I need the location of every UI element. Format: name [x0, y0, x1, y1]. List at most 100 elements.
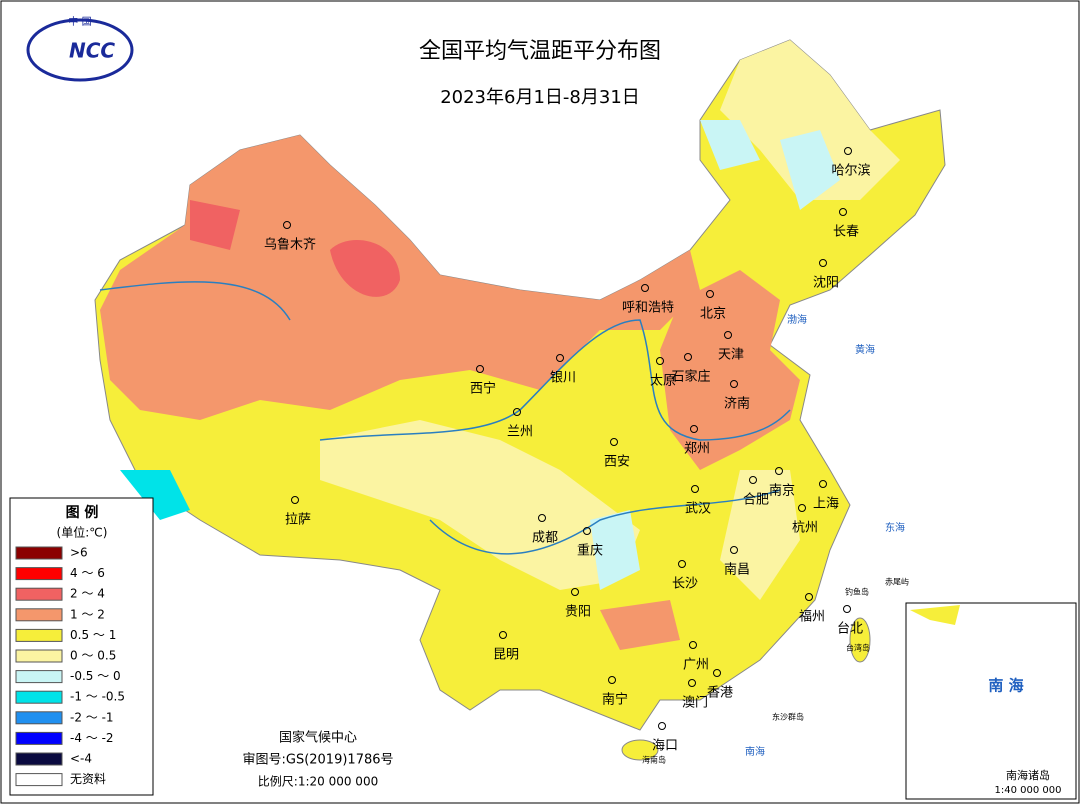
city-label: 贵阳 — [565, 605, 591, 620]
footer-scale: 比例尺:1:20 000 000 — [258, 775, 378, 789]
city-label: 上海 — [813, 497, 839, 512]
logo-mark: NCC — [69, 39, 115, 63]
city-marker — [658, 722, 666, 730]
city-marker — [730, 380, 738, 388]
legend: 图 例 (单位:℃) >6 4 ～ 6 2 ～ 4 1 ～ 2 0.5 ～ 1 0 ～ 0… — [9, 497, 154, 796]
legend-swatch — [15, 649, 63, 663]
city-label: 天津 — [718, 348, 744, 363]
legend-title: 图 例 — [66, 504, 99, 521]
legend-label: 无资料 — [70, 772, 106, 786]
city-label: 郑州 — [684, 442, 710, 457]
city-marker — [641, 284, 649, 292]
legend-swatch — [15, 711, 63, 725]
title: 全国平均气温距平分布图 — [419, 39, 661, 64]
inset: 南 海 南海诸岛 1:40 000 000 — [905, 602, 1077, 800]
legend-swatch — [15, 773, 63, 787]
city-marker — [556, 354, 564, 362]
legend-swatch — [15, 608, 63, 622]
city-label: 拉萨 — [285, 513, 311, 528]
city-marker — [684, 353, 692, 361]
island-label: 海南岛 — [642, 755, 666, 765]
city-label: 哈尔滨 — [831, 163, 870, 179]
city-label: 澳门 — [682, 695, 708, 711]
legend-label: 1 ～ 2 — [70, 607, 105, 621]
city-label: 西安 — [604, 455, 630, 470]
city-marker — [283, 221, 291, 229]
city-marker — [839, 208, 847, 216]
map — [94, 39, 946, 761]
city-marker — [724, 331, 732, 339]
city-marker — [843, 605, 851, 613]
city-marker — [656, 357, 664, 365]
city-marker — [678, 560, 686, 568]
city-marker — [730, 546, 738, 554]
legend-label: -2 ～ -1 — [70, 710, 114, 724]
city-label: 武汉 — [685, 502, 711, 517]
legend-swatch — [15, 731, 63, 745]
subtitle: 2023年6月1日-8月31日 — [440, 87, 640, 108]
city-label: 南昌 — [724, 562, 750, 578]
city-label: 海口 — [652, 739, 678, 754]
legend-label: -4 ～ -2 — [70, 731, 114, 745]
city-marker — [690, 425, 698, 433]
legend-label: 0.5 ～ 1 — [70, 628, 116, 642]
inset-title: 南海诸岛 — [1006, 768, 1050, 782]
city-label: 石家庄 — [671, 369, 710, 385]
city-marker — [691, 485, 699, 493]
legend-label: 4 ～ 6 — [70, 566, 105, 580]
city-marker — [844, 147, 852, 155]
city-label: 南京 — [769, 483, 795, 499]
city-label: 南宁 — [602, 692, 628, 708]
city-marker — [713, 669, 721, 677]
city-marker — [476, 365, 484, 373]
city-marker — [538, 514, 546, 522]
legend-label: <-4 — [70, 752, 92, 766]
city-marker — [608, 676, 616, 684]
legend-swatch — [15, 546, 63, 560]
city-label: 乌鲁木齐 — [264, 237, 316, 253]
city-label: 济南 — [724, 396, 750, 412]
sea-label: 南海 — [745, 745, 765, 758]
city-marker — [610, 438, 618, 446]
legend-label: -1 ～ -0.5 — [70, 690, 125, 704]
island-label: 东沙群岛 — [772, 712, 804, 722]
city-marker — [749, 476, 757, 484]
city-marker — [583, 527, 591, 535]
inset-scale: 1:40 000 000 — [995, 785, 1062, 796]
legend-label: -0.5 ～ 0 — [70, 669, 121, 683]
city-marker — [706, 290, 714, 298]
legend-swatch — [15, 752, 63, 766]
city-label: 香港 — [707, 686, 733, 701]
legend-label: 2 ～ 4 — [70, 587, 105, 601]
logo-text: 中 国 — [68, 15, 91, 28]
legend-swatch — [15, 670, 63, 684]
legend-label: >6 — [70, 546, 88, 560]
city-label: 太原 — [650, 374, 676, 389]
city-label: 成都 — [532, 531, 558, 546]
city-marker — [689, 641, 697, 649]
city-label: 沈阳 — [813, 276, 839, 291]
city-marker — [819, 259, 827, 267]
legend-swatch — [15, 567, 63, 581]
city-label: 合肥 — [743, 493, 769, 508]
city-marker — [798, 504, 806, 512]
sea-label: 东海 — [885, 521, 905, 534]
sea-label: 黄海 — [855, 343, 875, 356]
inset-sea: 南 海 — [988, 677, 1023, 695]
legend-swatch — [15, 628, 63, 642]
city-marker — [805, 593, 813, 601]
legend-label: 0 ～ 0.5 — [70, 649, 116, 663]
logo: 中 国 NCC — [26, 15, 134, 82]
city-label: 长沙 — [672, 577, 698, 592]
city-label: 银川 — [550, 371, 576, 386]
city-marker — [571, 588, 579, 596]
city-label: 昆明 — [493, 648, 519, 663]
city-label: 重庆 — [577, 543, 603, 559]
city-label: 台北 — [837, 622, 863, 637]
island-label: 钓鱼岛 — [845, 587, 869, 597]
city-marker — [688, 679, 696, 687]
city-label: 兰州 — [507, 425, 533, 440]
city-label: 呼和浩特 — [622, 301, 674, 316]
city-label: 杭州 — [792, 521, 818, 536]
